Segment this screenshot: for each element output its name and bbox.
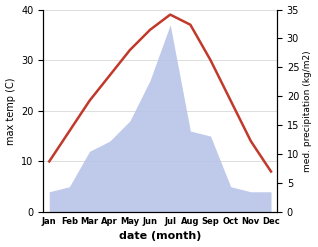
X-axis label: date (month): date (month) — [119, 231, 201, 242]
Y-axis label: max temp (C): max temp (C) — [5, 77, 16, 144]
Y-axis label: med. precipitation (kg/m2): med. precipitation (kg/m2) — [303, 50, 313, 172]
